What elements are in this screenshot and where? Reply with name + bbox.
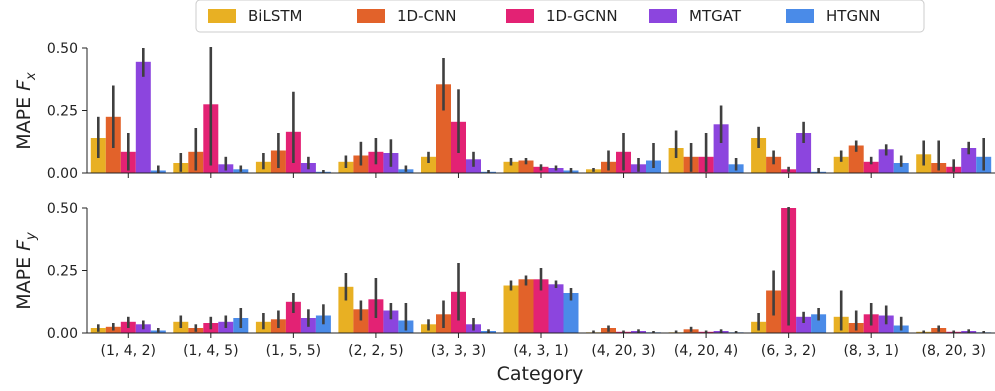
legend-label: BiLSTM bbox=[248, 7, 302, 25]
y-tick-label: 0.50 bbox=[47, 201, 78, 217]
legend-label: 1D-GCNN bbox=[546, 7, 618, 25]
x-tick-label: (8, 20, 3) bbox=[922, 343, 986, 359]
x-tick-label: (3, 3, 3) bbox=[431, 343, 486, 359]
y-tick-label: 0.25 bbox=[47, 104, 78, 120]
panel-top-fx: 0.00 0.25 0.50 bbox=[47, 41, 995, 182]
legend-swatch bbox=[506, 9, 534, 23]
legend-item-1d-gcnn: 1D-GCNN bbox=[506, 7, 618, 25]
legend-label: 1D-CNN bbox=[397, 7, 456, 25]
x-tick-label: (1, 4, 5) bbox=[183, 343, 238, 359]
x-tick-label: (2, 2, 5) bbox=[348, 343, 403, 359]
legend-label: MTGAT bbox=[689, 7, 742, 25]
y-tick-label: 0.50 bbox=[47, 41, 78, 57]
y-tick-label: 0.25 bbox=[47, 264, 78, 280]
bar-mtgat-6 bbox=[549, 284, 564, 333]
legend-item-mtgat: MTGAT bbox=[649, 7, 742, 25]
legend-label: HTGNN bbox=[826, 7, 881, 25]
legend: BiLSTM 1D-CNN 1D-GCNN MTGAT HTGNN bbox=[196, 0, 924, 32]
x-tick-label: (6, 3, 2) bbox=[761, 343, 816, 359]
y-tick-label: 0.00 bbox=[47, 166, 78, 182]
legend-swatch bbox=[786, 9, 814, 23]
panel-bottom-fy: 0.00 0.25 0.50 (1, 4, 2) (1, 4, 5) (1, 5, 5) (… bbox=[47, 201, 995, 359]
x-tick-label: (1, 4, 2) bbox=[101, 343, 156, 359]
y-axis-label-top: MAPE Fx bbox=[13, 72, 39, 150]
bar-mtgat-1 bbox=[136, 62, 151, 173]
x-tick-label: (8, 3, 1) bbox=[843, 343, 898, 359]
x-tick-label: (4, 3, 1) bbox=[513, 343, 568, 359]
x-axis-label: Category bbox=[497, 363, 584, 385]
bar-bilstm-6 bbox=[504, 286, 519, 334]
bar-1d-cnn-6 bbox=[519, 279, 534, 333]
y-axis-label-bottom: MAPE Fy bbox=[13, 232, 39, 310]
legend-item-1d-cnn: 1D-CNN bbox=[357, 7, 456, 25]
legend-swatch bbox=[208, 9, 236, 23]
x-tick-label: (4, 20, 4) bbox=[674, 343, 738, 359]
legend-swatch bbox=[649, 9, 677, 23]
legend-item-htgnn: HTGNN bbox=[786, 7, 881, 25]
legend-item-bilstm: BiLSTM bbox=[208, 7, 302, 25]
y-tick-label: 0.00 bbox=[47, 326, 78, 342]
legend-swatch bbox=[357, 9, 385, 23]
x-tick-label: (1, 5, 5) bbox=[266, 343, 321, 359]
x-tick-label: (4, 20, 3) bbox=[591, 343, 655, 359]
